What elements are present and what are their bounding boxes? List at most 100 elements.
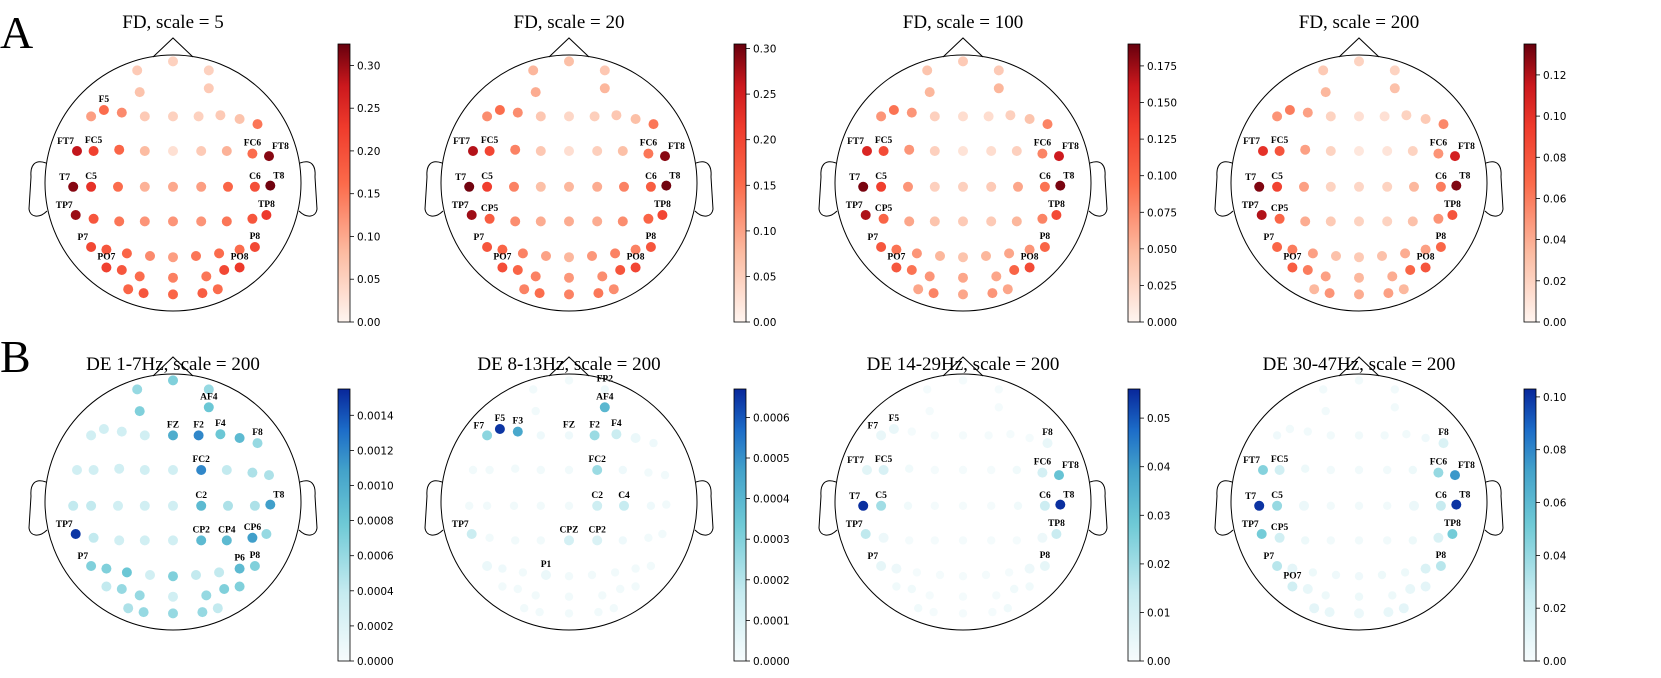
electrode-fc2 [986,146,997,156]
electrode-fc4 [1407,146,1418,156]
electrode-label-c5: C5 [481,172,493,182]
electrode-f5 [494,105,505,115]
electrode-fc2 [1382,146,1393,156]
topomap-panel-4: FD, scale = 200 FC5 FT7 T7 C5 TP7 CP5 P7 PO7 FC6 F… [1214,12,1567,329]
electrode-t8 [1451,180,1462,191]
electrode-t7 [1254,500,1265,511]
electrode-label-fc6: FC6 [1430,458,1448,468]
electrode-label-cpz: CPZ [560,525,579,535]
electrode-f7 [876,111,887,122]
electrode-cp5 [1274,213,1285,224]
colorbar-tick-label: 0.30 [357,60,380,72]
electrode-t8 [661,180,672,191]
colorbar-tick-label: 0.000 [1147,317,1177,329]
electrode-ft8 [264,151,274,162]
electrode-c1 [536,501,545,510]
electrode-po8 [1025,582,1034,591]
electrode-oz [958,609,968,618]
electrode-f8 [252,119,263,130]
electrode-label-p7: P7 [78,233,89,243]
electrode-label-f7: F7 [474,421,485,431]
electrode-label-cp2: CP2 [192,525,210,535]
colorbar [1523,43,1537,323]
electrode-fz [168,430,178,441]
electrode-c2 [987,501,996,510]
right-ear-outline [694,161,714,217]
electrode-f4 [1401,110,1412,121]
colorbar-tick-label: 0.15 [753,180,776,192]
electrode-pz [1354,252,1364,263]
electrode-fp1 [132,65,143,76]
electrode-af4 [994,403,1003,412]
electrode-label-f2: F2 [589,420,600,430]
colorbar-tick-label: 0.175 [1147,61,1177,73]
electrode-label-af4: AF4 [596,392,614,402]
electrode-o2 [197,607,208,618]
electrode-c2 [196,500,207,511]
electrode-label-af4: AF4 [200,392,218,402]
electrode-cb1 [123,284,134,295]
electrode-fp1 [528,65,539,76]
colorbar-tick-label: 0.10 [1543,111,1566,123]
electrode-o1 [1324,288,1335,299]
electrode-f6 [234,433,245,443]
colorbar-tick-label: 0.20 [753,135,776,147]
electrode-label-fc6: FC6 [244,139,262,149]
electrode-p5 [101,244,112,255]
electrode-p2 [587,251,597,261]
electrode-cz [564,181,574,192]
electrode-p4 [610,248,621,259]
colorbar-tick-label: 0.02 [1147,559,1170,571]
electrode-label-t8: T8 [1063,491,1074,501]
electrode-label-t8: T8 [1459,172,1470,182]
electrode-p6 [234,563,245,574]
electrode-label-cp5: CP5 [1271,204,1289,214]
electrode-c6 [249,500,260,511]
electrode-tp8 [657,210,668,220]
electrode-f7 [876,430,887,441]
electrode-ft7 [468,465,478,475]
electrode-label-cp6: CP6 [244,523,262,533]
electrode-po6 [1405,584,1416,594]
electrode-p8 [249,561,260,571]
head-outline [834,54,1092,312]
electrode-label-fc5: FC5 [1271,455,1289,465]
electrode-label-cp5: CP5 [1271,523,1289,533]
electrode-po3 [1320,271,1331,282]
electrode-ft8 [1450,151,1460,162]
electrode-p2 [587,570,597,580]
electrode-cb1 [519,284,530,295]
electrode-label-t8: T8 [1063,172,1074,182]
colorbar-tick-label: 0.100 [1147,171,1177,183]
electrode-c2 [592,500,603,511]
colorbar-tick-label: 0.150 [1147,98,1177,110]
electrode-c2 [592,181,603,192]
electrode-cp6 [644,533,653,542]
electrode-cp3 [1301,536,1310,545]
electrode-oz [1354,289,1364,300]
electrode-fc4 [221,465,232,475]
electrode-fp2 [994,385,1003,394]
right-ear-outline [1484,161,1504,217]
electrode-label-fc5: FC5 [875,455,893,465]
electrode-po7 [1287,581,1298,592]
electrode-label-c6: C6 [1435,172,1447,182]
electrode-label-tp8: TP8 [258,200,275,210]
electrode-po4 [1388,591,1397,600]
electrode-cp2 [1383,536,1392,545]
colorbar-tick-label: 0.05 [753,271,776,283]
electrode-o2 [988,607,997,617]
electrode-cb1 [1309,603,1320,614]
left-ear-outline [1214,161,1234,217]
panel-title: DE 1-7Hz, scale = 200 [86,354,260,375]
colorbar-tick-label: 0.06 [1543,498,1567,510]
electrode-fcz [168,146,178,156]
electrode-tp7 [1256,529,1267,539]
electrode-c5 [86,181,97,192]
electrode-p8 [646,561,656,571]
electrode-label-ft7: FT7 [453,137,470,147]
electrode-label-po8: PO8 [1417,253,1435,263]
electrode-po4 [201,271,212,282]
electrode-cb2 [1002,284,1013,295]
electrode-tp8 [658,529,667,539]
